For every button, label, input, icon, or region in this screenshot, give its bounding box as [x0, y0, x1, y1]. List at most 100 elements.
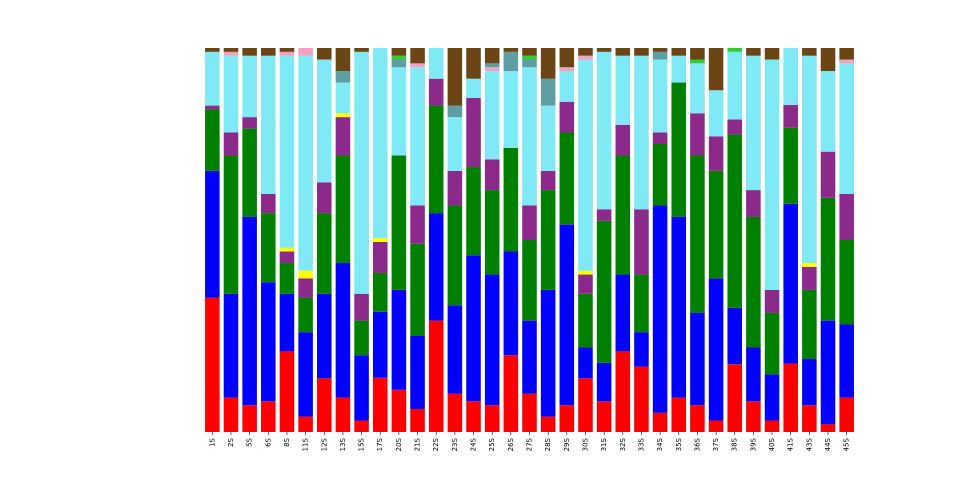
bar-segment-33S-s3	[634, 209, 649, 275]
x-tick-labels: 1S 2S 5S 6S 8S 11S 12S 13S 15S 17S 20S 21S 22S 23S 24S…	[208, 432, 851, 451]
bar-segment-29S-s9	[559, 48, 575, 68]
bar-segment-20S-s2	[391, 155, 407, 290]
x-tick-label-30S: 30S	[581, 437, 589, 451]
bar-segment-35S-s5	[671, 55, 687, 83]
bar-segment-26S-s1	[503, 251, 519, 356]
bar-segment-21S-s0	[410, 408, 425, 432]
bar-segment-22S-s5	[428, 48, 444, 79]
bar-segment-2S-s1	[223, 293, 239, 398]
bar-segment-41S-s3	[783, 105, 798, 128]
bar-segment-28S-s0	[540, 416, 556, 432]
bar-segment-6S-s9	[261, 48, 276, 56]
bar-segment-15S-s5	[354, 51, 369, 294]
bar-segment-27S-s5	[522, 67, 537, 206]
bar-segment-5S-s9	[242, 48, 257, 56]
bar-segment-22S-s1	[428, 213, 444, 321]
bar-segment-13S-s5	[335, 82, 351, 114]
bar-segment-23S-s1	[447, 305, 463, 394]
x-tick-label-31S: 31S	[600, 437, 608, 451]
bar-segment-45S-s1	[839, 324, 854, 398]
bar-segment-13S-s0	[335, 397, 351, 432]
bar-segment-11S-s3	[298, 278, 313, 298]
bar-segment-8S-s5	[279, 55, 295, 248]
x-tick-label-39S: 39S	[749, 437, 757, 451]
bar-segment-6S-s3	[261, 193, 276, 214]
x-tick-label-17S: 17S	[376, 437, 384, 451]
bar-segment-43S-s5	[802, 55, 817, 264]
bar-segment-43S-s0	[802, 405, 817, 432]
bar-segment-28S-s7	[540, 78, 556, 106]
bar-segment-5S-s2	[242, 128, 257, 217]
bar-segment-37S-s3	[708, 136, 724, 171]
bar-segment-27S-s2	[522, 240, 537, 321]
x-tick-label-13S: 13S	[339, 437, 347, 451]
bar-segment-38S-s2	[727, 134, 742, 308]
bar-segment-36S-s5	[690, 63, 705, 114]
bar-segment-12S-s9	[317, 48, 332, 60]
bar-segment-17S-s4	[372, 238, 388, 242]
bar-segment-39S-s1	[746, 347, 761, 402]
x-tick-label-41S: 41S	[787, 437, 795, 451]
bar-segment-20S-s5	[391, 67, 407, 156]
bar-segment-25S-s5	[484, 71, 500, 160]
bar-segment-34S-s1	[652, 205, 668, 413]
bar-segment-32S-s3	[615, 124, 631, 156]
bar-segment-13S-s7	[335, 71, 351, 83]
x-tick-label-1S: 1S	[208, 437, 216, 446]
bar-segment-36S-s3	[690, 113, 705, 156]
bar-segment-29S-s5	[559, 71, 575, 102]
bar-segment-24S-s2	[466, 167, 481, 256]
bar-segment-17S-s1	[372, 311, 388, 378]
bar-segment-11S-s6	[298, 48, 313, 56]
x-tick-label-28S: 28S	[544, 437, 552, 451]
bar-segment-27S-s8	[522, 55, 537, 60]
bar-segment-34S-s3	[652, 132, 668, 144]
bar-segment-24S-s5	[466, 78, 481, 98]
bar-segment-26S-s2	[503, 147, 519, 252]
bar-segment-24S-s3	[466, 97, 481, 168]
bar-segment-34S-s7	[652, 51, 668, 60]
bar-segment-39S-s5	[746, 55, 761, 191]
bar-segment-43S-s4	[802, 263, 817, 267]
bar-segment-43S-s3	[802, 266, 817, 290]
bar-segment-45S-s0	[839, 397, 854, 432]
bar-segment-8S-s9	[279, 48, 295, 52]
bar-segment-39S-s9	[746, 48, 761, 56]
x-tick-label-37S: 37S	[712, 437, 720, 451]
bar-segment-40S-s1	[764, 374, 780, 421]
bar-segment-28S-s2	[540, 190, 556, 290]
bar-segment-29S-s6	[559, 67, 575, 72]
bar-segment-39S-s2	[746, 216, 761, 348]
bar-segment-2S-s5	[223, 55, 239, 133]
bar-segment-23S-s2	[447, 205, 463, 306]
bar-segment-29S-s3	[559, 101, 575, 133]
x-tick-label-5S: 5S	[246, 437, 254, 446]
bar-segment-36S-s2	[690, 155, 705, 313]
bar-segment-2S-s9	[223, 48, 239, 52]
bar-segment-25S-s3	[484, 159, 500, 191]
bar-segment-30S-s2	[578, 293, 593, 348]
bar-segment-31S-s9	[596, 48, 612, 52]
bar-segment-33S-s9	[634, 48, 649, 56]
bar-segment-23S-s5	[447, 117, 463, 171]
bar-segment-15S-s3	[354, 293, 369, 321]
bar-segment-25S-s0	[484, 405, 500, 432]
bar-segment-35S-s9	[671, 48, 687, 56]
bar-segment-45S-s6	[839, 59, 854, 64]
bar-segment-15S-s0	[354, 420, 369, 432]
x-tick-label-45S: 45S	[843, 437, 851, 451]
bar-segment-33S-s1	[634, 332, 649, 367]
x-tick-label-38S: 38S	[731, 437, 739, 451]
bar-segment-33S-s2	[634, 274, 649, 333]
bar-segment-21S-s1	[410, 336, 425, 409]
bar-segment-31S-s3	[596, 209, 612, 221]
bar-segment-32S-s1	[615, 274, 631, 352]
bar-segment-41S-s5	[783, 48, 798, 106]
bar-segment-40S-s0	[764, 420, 780, 432]
bar-segment-13S-s4	[335, 113, 351, 118]
bar-segment-31S-s5	[596, 51, 612, 210]
bar-segment-20S-s9	[391, 48, 407, 56]
bar-segment-32S-s0	[615, 351, 631, 432]
bar-segment-21S-s2	[410, 243, 425, 336]
